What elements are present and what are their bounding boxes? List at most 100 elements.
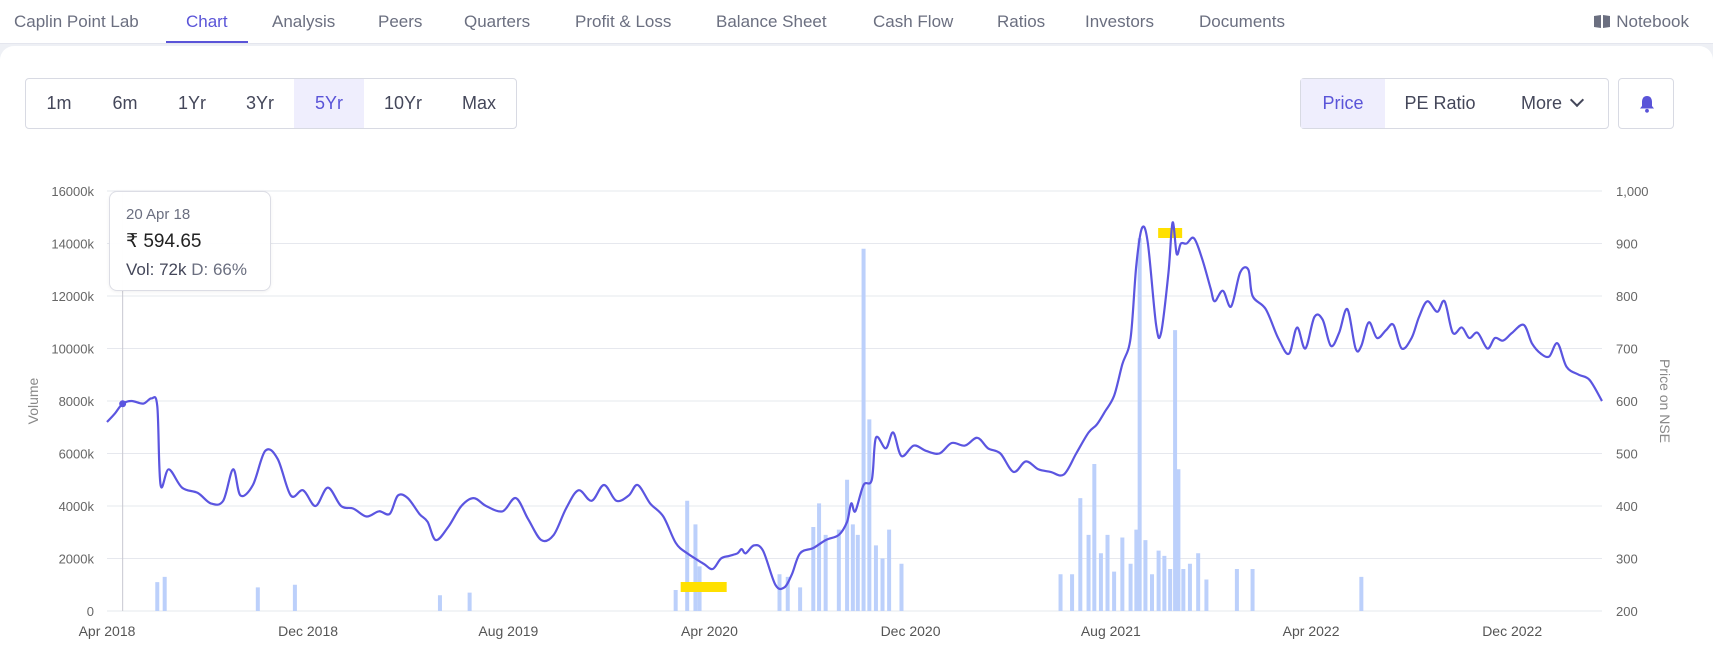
volume-bar xyxy=(1120,537,1125,611)
y-right-tick-label: 200 xyxy=(1616,604,1638,619)
range-max-button[interactable]: Max xyxy=(461,93,496,113)
price-volume-chart[interactable]: 0 200 2000k 300 4000k 400 6000k 500 8000k 600 1000… xyxy=(0,150,1713,652)
volume-bar xyxy=(673,590,678,611)
y-right-tick-label: 700 xyxy=(1616,342,1638,357)
volume-bar xyxy=(836,529,841,611)
y-left-tick-label: 0 xyxy=(87,604,94,619)
volume-bar xyxy=(899,563,904,611)
volume-bar xyxy=(823,534,828,611)
volume-bar xyxy=(1162,555,1167,611)
volume-bar xyxy=(1134,529,1139,611)
highlight-marker xyxy=(1158,228,1183,238)
y-left-tick-label: 6000k xyxy=(59,447,95,462)
volume-bar xyxy=(155,582,160,611)
y-right-tick-label: 800 xyxy=(1616,289,1638,304)
volume-bar xyxy=(887,529,892,611)
range-3yr-button[interactable]: 3Yr xyxy=(245,93,274,113)
volume-bar xyxy=(1128,563,1133,611)
y-left-tick-label: 4000k xyxy=(59,499,95,514)
x-tick-label: Dec 2022 xyxy=(1482,623,1542,639)
volume-bar xyxy=(845,479,850,611)
volume-bar xyxy=(162,576,167,611)
volume-bar xyxy=(1176,469,1181,611)
volume-bar xyxy=(292,584,297,611)
tooltip-vol-value: Vol: 72k xyxy=(126,260,187,279)
y-right-tick-label: 400 xyxy=(1616,499,1638,514)
highlight-marker xyxy=(680,582,727,592)
range-10yr-button[interactable]: 10Yr xyxy=(383,93,423,113)
y-left-tick-label: 14000k xyxy=(51,237,94,252)
y-left-tick-label: 16000k xyxy=(51,184,94,199)
tab-investors[interactable]: Investors xyxy=(1085,12,1154,31)
volume-bar xyxy=(1250,569,1255,611)
volume-bar xyxy=(1070,574,1075,611)
volume-bar xyxy=(255,587,260,611)
volume-bar xyxy=(1058,574,1063,611)
volume-bar xyxy=(850,524,855,611)
tab-profit-loss[interactable]: Profit & Loss xyxy=(575,12,672,31)
x-tick-label: Apr 2020 xyxy=(681,623,738,639)
x-tick-label: Apr 2022 xyxy=(1283,623,1340,639)
y-left-axis-title: Volume xyxy=(25,377,41,424)
volume-bar xyxy=(1196,553,1201,611)
volume-bar xyxy=(1173,330,1178,611)
tab-peers[interactable]: Peers xyxy=(378,12,423,31)
bell-icon xyxy=(1640,96,1654,113)
tab-chart[interactable]: Chart xyxy=(166,0,247,43)
x-tick-label: Apr 2018 xyxy=(79,623,136,639)
volume-bar xyxy=(685,500,690,611)
y-left-tick-label: 8000k xyxy=(59,394,95,409)
range-1m-button[interactable]: 1m xyxy=(46,93,72,113)
tooltip-date: 20 Apr 18 xyxy=(126,206,191,223)
volume-bar xyxy=(1143,540,1148,611)
more-label: More xyxy=(1520,93,1562,113)
pe-ratio-button[interactable]: PE Ratio xyxy=(1404,93,1476,113)
alert-button[interactable] xyxy=(1618,78,1674,129)
volume-bar xyxy=(1168,569,1173,611)
tooltip-price: ₹ 594.65 xyxy=(126,231,202,252)
hover-point xyxy=(119,400,127,408)
price-button[interactable]: Price xyxy=(1301,79,1385,128)
range-1yr-button[interactable]: 1Yr xyxy=(177,93,206,113)
x-tick-label: Dec 2018 xyxy=(278,623,338,639)
volume-bar xyxy=(1086,534,1091,611)
range-5yr-button[interactable]: 5Yr xyxy=(294,79,364,128)
y-left-tick-label: 12000k xyxy=(51,289,94,304)
volume-bar xyxy=(798,587,803,611)
tab-quarters[interactable]: Quarters xyxy=(464,12,531,31)
volume-bar xyxy=(855,534,860,611)
tab-balance-sheet[interactable]: Balance Sheet xyxy=(716,12,827,31)
notebook-label: Notebook xyxy=(1616,12,1689,31)
volume-bar xyxy=(1187,563,1192,611)
time-range-selector: 1m 6m 1Yr 3Yr 5Yr 10Yr Max xyxy=(25,78,517,129)
volume-bar xyxy=(777,574,782,611)
notebook-link[interactable]: Notebook xyxy=(1594,0,1689,43)
range-6m-button[interactable]: 6m xyxy=(112,93,138,113)
tab-company[interactable]: Caplin Point Lab xyxy=(14,12,139,31)
volume-bar xyxy=(1078,498,1083,611)
tab-cash-flow[interactable]: Cash Flow xyxy=(873,12,954,31)
tooltip-volume: Vol: 72k D: 66% xyxy=(126,260,247,280)
more-dropdown[interactable]: More xyxy=(1495,79,1608,128)
volume-bar xyxy=(880,558,885,611)
y-right-tick-label: 500 xyxy=(1616,447,1638,462)
tab-analysis[interactable]: Analysis xyxy=(272,12,336,31)
tooltip-delivery: D: 66% xyxy=(191,260,247,279)
volume-bar xyxy=(811,527,816,611)
metric-selector: Price PE Ratio More xyxy=(1300,78,1609,129)
tab-ratios[interactable]: Ratios xyxy=(997,12,1046,31)
book-icon xyxy=(1594,15,1611,28)
volume-bar xyxy=(1092,464,1097,611)
y-left-tick-label: 10000k xyxy=(51,342,94,357)
y-right-tick-label: 300 xyxy=(1616,552,1638,567)
x-tick-label: Dec 2020 xyxy=(881,623,941,639)
volume-bar xyxy=(1112,571,1117,611)
volume-bar xyxy=(1156,550,1161,611)
volume-bar xyxy=(1150,574,1155,611)
tab-documents[interactable]: Documents xyxy=(1199,12,1285,31)
y-right-tick-label: 1,000 xyxy=(1616,184,1649,199)
chevron-down-icon xyxy=(1569,92,1585,108)
volume-bar xyxy=(867,419,872,611)
volume-bar xyxy=(1359,576,1364,611)
volume-bar xyxy=(437,595,442,611)
